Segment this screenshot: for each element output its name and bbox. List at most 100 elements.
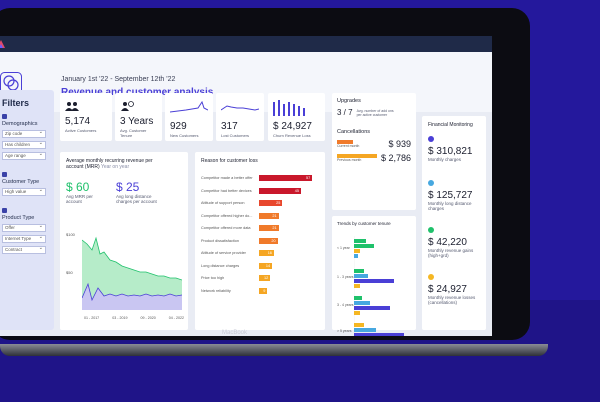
kpi-value: 929 [170,121,187,132]
kpi-label: New Customers [170,133,199,138]
device-label: MacBook [222,330,248,336]
product-type-label: Product Type [2,208,50,221]
avg-ld-stat: $ 25 Avg long distance charges per accou… [116,180,166,204]
loss-reason-label: Attitude of support person [201,201,245,206]
tenure-row-label: 1 - 3 years [337,275,354,279]
loss-reason-label: Competitor had better devices [201,188,252,193]
loss-reason-value: 12 [263,276,269,281]
loss-reason-label: Long distance charges [201,263,240,268]
demographics-label: Demographics [2,114,50,127]
laptop-base [0,344,548,356]
financial-label: Monthly long distance charges [428,201,472,211]
avg-ld-label: Avg long distance charges per account [116,194,157,204]
tenure-title: Trends by customer tenure [337,221,391,226]
financial-value: $ 24,927 [428,284,467,295]
financial-label: Monthly revenue gains (high+grd) [428,248,474,258]
mrr-x-tick: 04 - 2022 [168,316,184,320]
user-clock-icon [121,101,134,111]
contract-select[interactable]: Contract [2,245,46,254]
offer-select[interactable]: Offer [2,223,46,232]
laptop-frame: January 1st '22 - September 12th '22 Rev… [0,8,530,340]
loss-reason-bar: 14 [259,262,273,269]
previous-month-value: $ 2,786 [380,153,411,163]
demographics-icon [2,114,7,119]
top-bar [0,36,492,52]
loss-reason-row: Attitude of support person 25 [201,197,319,210]
loss-reasons-title: Reason for customer loss [201,158,258,164]
new-customers-sparkline [169,100,209,113]
app-logo-icon [0,40,5,48]
loss-reason-row: Competitor offered more data 21 [201,222,319,235]
loss-reason-label: Product dissatisfaction [201,238,239,243]
current-month-legend: Current month [337,140,359,148]
mrr-stats: $ 60 Avg MRR per account $ 25 Avg long d… [66,180,182,204]
loss-reason-value: 25 [276,201,281,206]
loss-reason-row: Attitude of service provider 16 [201,247,319,260]
dashboard-screen: January 1st '22 - September 12th '22 Rev… [0,36,492,336]
loss-reason-label: Competitor offered more data [201,226,251,231]
financial-value: $ 42,220 [428,237,467,248]
loss-reason-row: Network reliability 9 [201,285,319,298]
kpi-churn-revenue-loss: $ 24,927 Churn Revenue Loss [268,93,325,141]
upgrades-card: Upgrades 3 / 7 Avg. number of add ons pe… [332,93,416,210]
customer-type-select[interactable]: High value [2,187,46,196]
upgrades-ratio: 3 / 7 [337,108,353,117]
mrr-y-tick: $50 [66,270,73,275]
current-month-row: Current month $ 939 [337,139,411,149]
financial-monitoring-card: Financial Monitoring $ 310,821 Monthly c… [422,116,486,330]
loss-reason-label: Price too high [201,276,225,281]
kpi-label: Lost Customers [221,133,250,138]
loss-reason-bar: 45 [259,187,301,194]
mrr-x-tick: 01 - 2017 [84,316,100,320]
loss-reason-value: 9 [263,288,266,293]
kpi-active-customers: 5,174 Active Customers [60,93,112,141]
loss-reason-bar: 20 [259,237,278,244]
date-range[interactable]: January 1st '22 - September 12th '22 [61,76,176,83]
mrr-area-chart [82,236,182,310]
upgrades-ratio-row: 3 / 7 Avg. number of add ons per active … [337,108,411,117]
previous-month-label: Previous month [337,158,362,162]
loss-reason-row: Competitor offered higher do... 21 [201,210,319,223]
customer-type-label-text: Customer Type [2,179,40,185]
mrr-x-tick: 03 - 2019 [112,316,128,320]
zip-code-select[interactable]: Zip code [2,129,46,138]
loss-reason-label: Competitor offered higher do... [201,213,253,218]
loss-reason-row: Product dissatisfaction 20 [201,235,319,248]
loss-reason-value: 20 [271,238,276,243]
kpi-tenure: 3 Years Avg. Customer Tenure [115,93,162,141]
has-children-select[interactable]: Has children [2,140,46,149]
loss-reason-value: 21 [272,213,277,218]
tenure-bars-chart [354,236,404,336]
avg-mrr-value: $ 60 [66,180,90,194]
loss-reason-bar: 57 [259,175,313,182]
loss-reason-bar: 21 [259,225,279,232]
circle-icon [428,180,434,186]
financial-label: Monthly charges [428,157,462,162]
loss-reason-row: Competitor made a better offer 57 [201,172,319,185]
filters-title: Filters [2,98,30,108]
tenure-card: Trends by customer tenure < 1 year 1 - 3… [332,216,416,336]
tenure-row-label: > 5 years [337,329,352,333]
loss-reason-bar: 12 [259,275,271,282]
previous-month-bar [337,154,377,158]
mrr-card: Average monthly recurring revenue per ac… [60,152,188,330]
internet-type-select[interactable]: Internet Type [2,234,46,243]
kpi-new-customers: 929 New Customers [165,93,213,141]
loss-reason-value: 16 [267,251,272,256]
kpi-label: Active Customers [65,128,97,133]
tenure-row-label: 3 - 4 years [337,303,354,307]
kpi-label: Avg. Customer Tenure [120,128,147,138]
age-range-select[interactable]: Age range [2,151,46,160]
financial-item: $ 24,927 Monthly revenue losses (cancell… [428,274,480,305]
star-icon [2,172,7,177]
current-month-value: $ 939 [388,139,411,149]
avg-mrr-label: Avg MRR per account [66,194,93,204]
loss-reason-value: 57 [305,176,311,181]
kpi-value: 5,174 [65,116,91,127]
mrr-x-axis: 01 - 2017 03 - 2019 09 - 2020 04 - 2022 [84,316,184,320]
financial-item: $ 125,727 Monthly long distance charges [428,180,480,211]
loss-reason-row: Competitor had better devices 45 [201,185,319,198]
loss-reasons-chart: Competitor made a better offer 57 Competit… [201,172,319,297]
circle-icon [428,136,434,142]
financial-value: $ 310,821 [428,146,473,157]
